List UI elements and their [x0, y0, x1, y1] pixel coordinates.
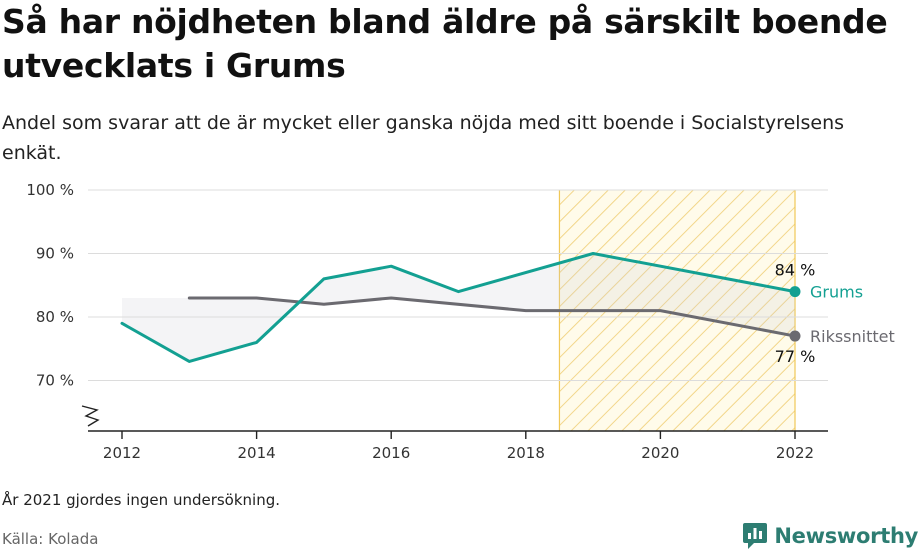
y-tick-label: 70 % — [36, 372, 74, 390]
y-tick-label: 90 % — [36, 245, 74, 263]
data-label-rikssnittet: 77 % — [775, 347, 816, 366]
series-name-grums: Grums — [810, 283, 863, 302]
series-line-grums — [120, 252, 797, 363]
brand-logo: Newsworthy — [742, 520, 918, 552]
x-tick-label: 2020 — [641, 444, 679, 462]
y-tick-label: 100 % — [26, 181, 74, 199]
y-tick-label: 80 % — [36, 308, 74, 326]
series-endpoint-grums — [789, 286, 801, 298]
x-tick-label: 2022 — [776, 444, 814, 462]
chart-subtitle: Andel som svarar att de är mycket eller … — [2, 112, 845, 164]
difference-area — [189, 253, 796, 362]
newsworthy-logo-icon — [743, 523, 768, 549]
data-label-grums: 84 % — [775, 261, 816, 280]
chart-note: År 2021 gjordes ingen undersökning. — [2, 491, 281, 509]
x-tick-label: 2012 — [103, 444, 141, 462]
axis-break-icon — [81, 405, 100, 427]
line-chart: 70 % 80 % 90 % 100 % 2012 2014 2016 2018 2020 20… — [26, 181, 895, 462]
x-tick-label: 2018 — [507, 444, 545, 462]
chart-title: Så har nöjdheten bland äldre på särskilt… — [2, 2, 888, 85]
chart-source: Källa: Kolada — [2, 530, 99, 548]
difference-area-left — [122, 297, 190, 362]
series-line-rikssnittet — [187, 296, 797, 338]
x-tick-label: 2016 — [372, 444, 410, 462]
series-endpoint-rikssnittet — [789, 330, 801, 342]
series-name-rikssnittet: Rikssnittet — [810, 327, 895, 346]
x-tick-label: 2014 — [238, 444, 276, 462]
brand-name: Newsworthy — [774, 524, 918, 548]
